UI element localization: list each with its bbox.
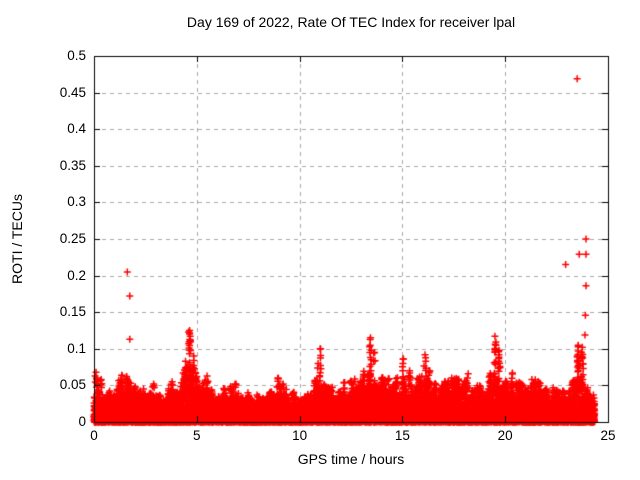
- y-tick-label: 0: [78, 414, 86, 429]
- x-tick-label: 5: [193, 428, 201, 443]
- y-tick-label: 0.2: [67, 267, 86, 283]
- y-tick-label: 0.05: [59, 377, 86, 393]
- y-tick-label: 0.35: [59, 157, 86, 173]
- x-tick-label: 0: [90, 428, 98, 443]
- x-tick-label: 20: [497, 428, 513, 443]
- y-tick-label: 0.4: [67, 121, 86, 137]
- y-tick-label: 0.5: [67, 48, 86, 63]
- x-axis-label: GPS time / hours: [297, 451, 405, 467]
- x-tick-label: 10: [292, 428, 308, 443]
- y-tick-label: 0.45: [59, 84, 86, 100]
- y-tick-label: 0.15: [59, 304, 86, 320]
- x-tick-label: 15: [394, 428, 410, 443]
- y-tick-label: 0.1: [67, 340, 86, 356]
- x-tick-label: 25: [600, 428, 616, 443]
- plot-title: Day 169 of 2022, Rate Of TEC Index for r…: [186, 14, 516, 30]
- y-tick-label: 0.25: [59, 231, 86, 246]
- y-tick-label: 0.3: [67, 194, 86, 210]
